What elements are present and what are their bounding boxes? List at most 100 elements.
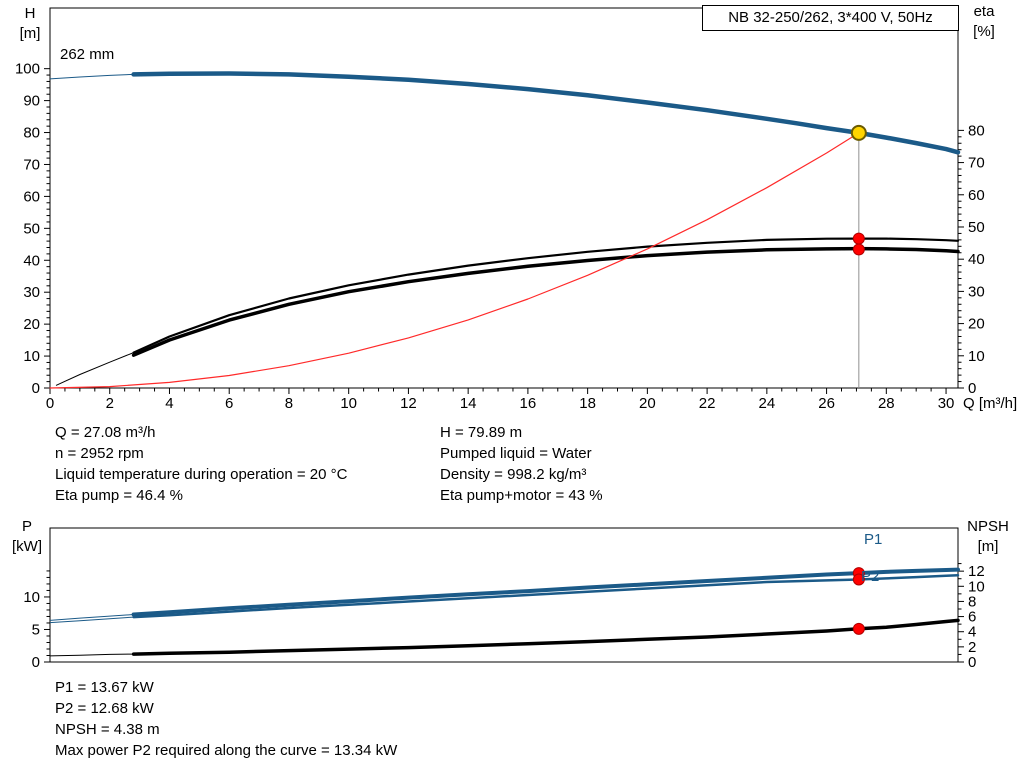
axis-name-NPSH: NPSH (967, 518, 1009, 535)
info-line-p1: P1 = 13.67 kW (55, 679, 154, 696)
y-axis-title-power: P [kW] (4, 517, 50, 557)
right-tick-label: 20 (968, 316, 985, 333)
x-tick-label: 4 (165, 395, 173, 412)
x-tick-label: 16 (520, 395, 537, 412)
left-tick-label: 40 (23, 252, 40, 269)
info-line-liquid: Pumped liquid = Water (440, 445, 592, 462)
x-tick-label: 14 (460, 395, 477, 412)
x-axis-title-flow: Q [m³/h] (963, 395, 1018, 412)
y-axis-title-eta: eta [%] (956, 2, 1012, 42)
left-tick-label: 5 (32, 621, 40, 638)
p2-curve-label: P2 (861, 568, 880, 585)
eta-pump-point (852, 232, 865, 245)
right-tick-label: 80 (968, 122, 985, 139)
x-tick-label: 0 (46, 395, 54, 412)
right-tick-label: 0 (968, 380, 976, 397)
right-tick-label: 10 (968, 578, 985, 595)
right-tick-label: 50 (968, 219, 985, 236)
right-tick-label: 4 (968, 624, 976, 641)
x-tick-label: 26 (818, 395, 835, 412)
left-tick-label: 100 (15, 61, 40, 78)
left-tick-label: 0 (32, 380, 40, 397)
npsh-curve (131, 618, 960, 656)
info-line-maxp2: Max power P2 required along the curve = … (55, 742, 398, 759)
right-tick-label: 2 (968, 639, 976, 656)
right-tick-label: 10 (968, 348, 985, 365)
x-tick-label: 30 (938, 395, 955, 412)
x-tick-label: 6 (225, 395, 233, 412)
left-tick-label: 0 (32, 654, 40, 671)
operating-data-left: Q = 27.08 m³/h n = 2952 rpm Liquid tempe… (55, 422, 347, 506)
hq-chart: 0 2 4 6 8 10 12 14 16 18 20 22 24 26 28 300102030405060… (15, 7, 985, 412)
left-tick-label: 80 (23, 125, 40, 142)
right-tick-label: 40 (968, 251, 985, 268)
info-line-h: H = 79.89 m (440, 424, 523, 441)
info-line-eta-pump: Eta pump = 46.4 % (55, 487, 183, 504)
axis-unit-m2: [m] (977, 538, 999, 555)
p1-curve (131, 567, 960, 617)
x-tick-label: 10 (340, 395, 357, 412)
p2-point (852, 573, 865, 586)
p2-curve-lead-in (49, 616, 134, 624)
left-tick-label: 10 (23, 348, 40, 365)
x-tick-label: 2 (106, 395, 114, 412)
axis-name-eta: eta (973, 3, 995, 20)
npsh-curve-lead-in (49, 653, 134, 657)
duty-point (850, 124, 867, 141)
npsh-point (852, 622, 865, 635)
right-tick-label: 0 (968, 654, 976, 671)
x-tick-label: 22 (699, 395, 716, 412)
right-tick-label: 60 (968, 187, 985, 204)
eta-pump-motor-point (852, 243, 865, 256)
left-tick-label: 60 (23, 188, 40, 205)
info-line-n: n = 2952 rpm (55, 445, 144, 462)
p1-curve-label: P1 (864, 531, 883, 548)
left-tick-label: 20 (23, 316, 40, 333)
x-tick-label: 8 (285, 395, 293, 412)
right-tick-label: 6 (968, 609, 976, 626)
right-tick-label: 70 (968, 155, 985, 172)
y-axis-title-head: H [m] (8, 4, 52, 44)
x-tick-label: 12 (400, 395, 417, 412)
pump-title-box: NB 32-250/262, 3*400 V, 50Hz (702, 5, 959, 31)
info-line-p2: P2 = 12.68 kW (55, 700, 154, 717)
axis-name-H: H (24, 5, 36, 22)
right-tick-label: 8 (968, 593, 976, 610)
axis-unit-m: [m] (19, 25, 41, 42)
power-data-block: P1 = 13.67 kW P2 = 12.68 kW NPSH = 4.38 … (55, 677, 397, 761)
operating-data-right: H = 79.89 m Pumped liquid = Water Densit… (440, 422, 603, 506)
p2-curve (132, 573, 960, 619)
left-tick-label: 90 (23, 93, 40, 110)
impeller-diameter-label: 262 mm (60, 46, 115, 63)
info-line-npsh: NPSH = 4.38 m (55, 721, 160, 738)
info-line-temp: Liquid temperature during operation = 20… (55, 466, 348, 483)
info-line-q: Q = 27.08 m³/h (55, 424, 156, 441)
left-tick-label: 10 (23, 589, 40, 606)
info-line-density: Density = 998.2 kg/m³ (440, 466, 587, 483)
x-tick-label: 28 (878, 395, 895, 412)
eta-pump-curve-lead-in (55, 352, 134, 386)
eta-pump-curve (132, 237, 960, 354)
eta-pump-motor-curve (131, 246, 960, 357)
x-tick-label: 18 (579, 395, 596, 412)
system-curve (49, 132, 860, 389)
plot-frame (49, 7, 959, 389)
x-tick-label: 20 (639, 395, 656, 412)
p1-curve-lead-in (49, 614, 134, 621)
head-curve-262mm-lead-in (49, 73, 134, 80)
x-tick-label: 24 (758, 395, 775, 412)
left-tick-label: 70 (23, 156, 40, 173)
right-tick-label: 12 (968, 563, 985, 580)
head-curve-262mm (131, 71, 961, 155)
left-tick-label: 50 (23, 220, 40, 237)
left-tick-label: 30 (23, 284, 40, 301)
axis-name-P: P (21, 518, 32, 535)
axis-unit-kw: [kW] (12, 538, 42, 555)
y-axis-title-npsh: NPSH [m] (958, 517, 1018, 557)
plot-frame (49, 527, 959, 663)
right-tick-label: 30 (968, 283, 985, 300)
axis-unit-pct: [%] (973, 23, 995, 40)
info-line-eta-total: Eta pump+motor = 43 % (440, 487, 603, 504)
